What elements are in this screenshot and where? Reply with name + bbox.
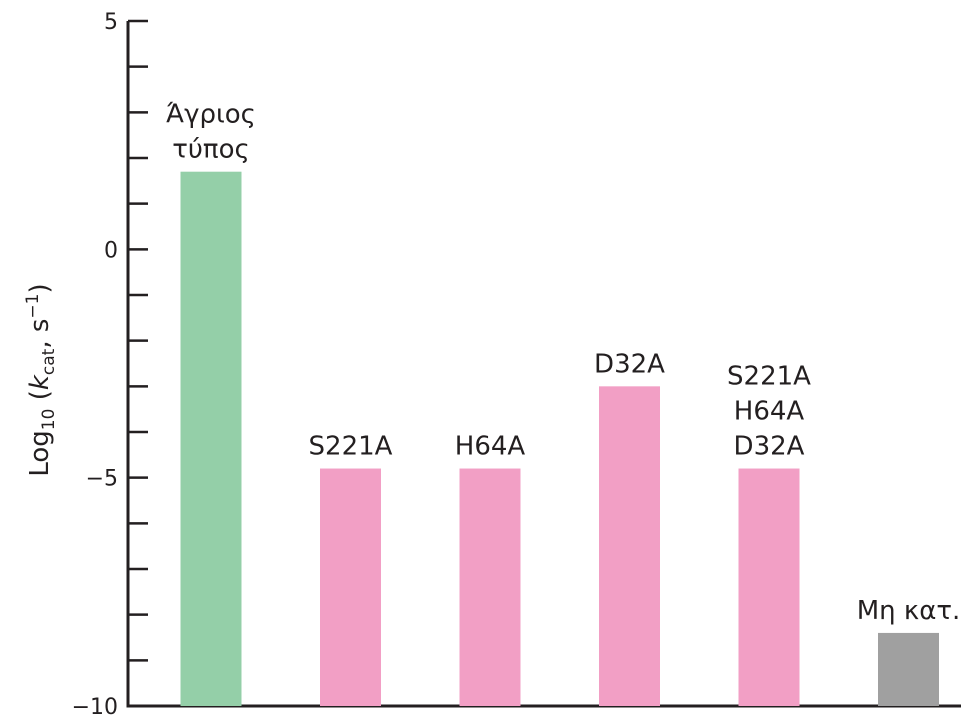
bar-5 bbox=[878, 632, 939, 706]
ylabel-close: ) bbox=[25, 283, 55, 293]
bar-4 bbox=[738, 468, 800, 706]
ylabel-sup: −1 bbox=[23, 294, 43, 319]
ylabel-var-sub: cat bbox=[39, 348, 59, 375]
y-tick-label: −10 bbox=[72, 695, 118, 718]
y-axis-label: Log10 (kcat, s−1) bbox=[23, 283, 59, 476]
y-tick-label: 0 bbox=[104, 238, 118, 263]
bar-label: τύπος bbox=[172, 135, 250, 165]
bar-label: S221A bbox=[309, 432, 393, 462]
bar-label: Μη κατ. bbox=[857, 596, 961, 626]
y-tick-label: −5 bbox=[86, 467, 118, 492]
bar-label: H64A bbox=[455, 432, 526, 462]
y-axis: 5 0 −5 −10 bbox=[72, 10, 961, 718]
bar-labels: Άγριος τύπος S221A H64A D32A S221A H64A D32A Μη … bbox=[166, 100, 960, 626]
ylabel-open: ( bbox=[25, 390, 55, 408]
bar-1 bbox=[320, 468, 381, 706]
y-tick-label: 5 bbox=[104, 10, 118, 35]
bar-label: D32A bbox=[734, 432, 805, 462]
ylabel-prefix: Log bbox=[25, 430, 55, 476]
bar-0 bbox=[180, 171, 242, 706]
ylabel-sub: 10 bbox=[39, 409, 59, 431]
bar-label: D32A bbox=[594, 349, 665, 379]
bar-label: H64A bbox=[734, 397, 805, 427]
bar-3 bbox=[599, 386, 660, 706]
bar-label: Άγριος bbox=[166, 100, 256, 130]
bars bbox=[180, 171, 939, 706]
bar-label: S221A bbox=[727, 362, 811, 392]
ylabel-sep: , s bbox=[25, 319, 55, 349]
ylabel-var: k bbox=[25, 374, 55, 390]
bar-2 bbox=[459, 468, 521, 706]
